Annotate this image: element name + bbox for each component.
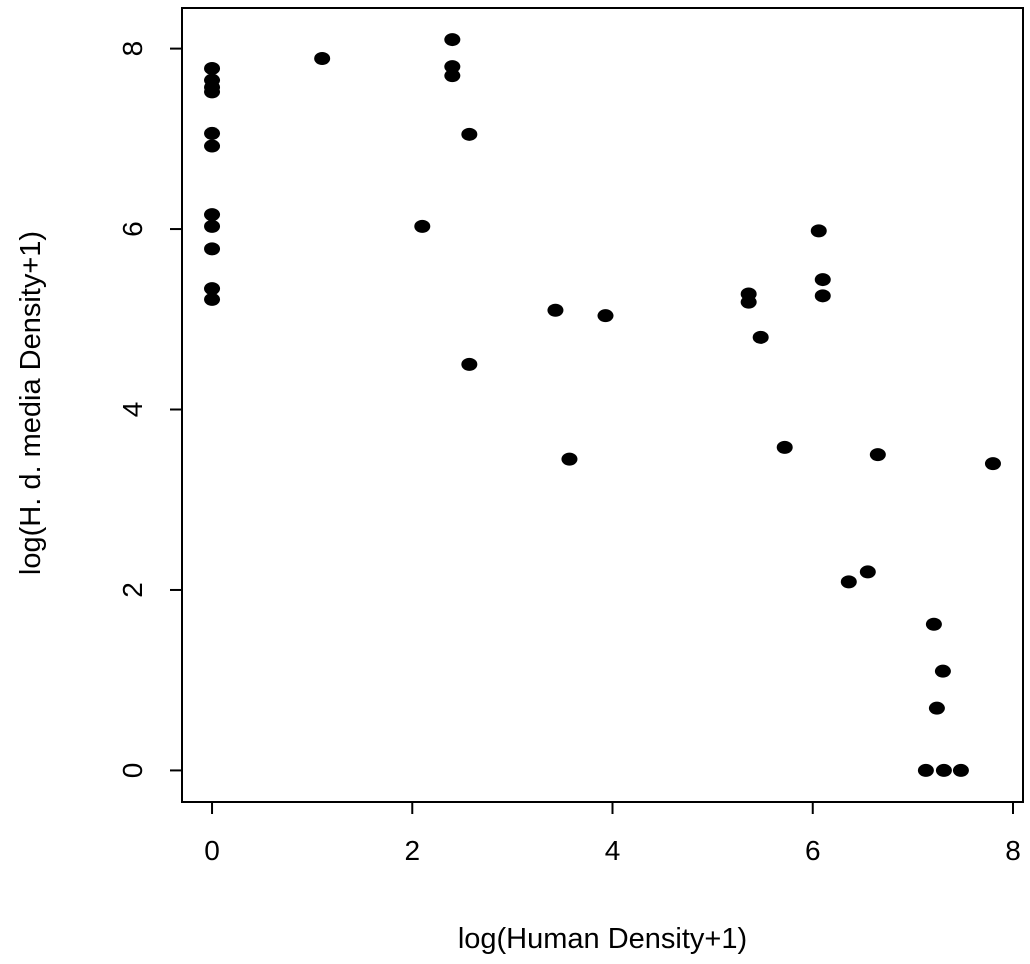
x-tick-label: 8 xyxy=(1005,835,1021,866)
y-tick-label: 6 xyxy=(117,221,148,237)
data-point xyxy=(314,52,331,66)
y-tick-label: 2 xyxy=(117,582,148,598)
plot-frame xyxy=(181,7,1024,803)
y-tick-label: 0 xyxy=(117,763,148,779)
data-point xyxy=(444,60,461,74)
y-tick-label: 4 xyxy=(117,402,148,418)
data-point xyxy=(935,763,952,777)
data-point xyxy=(869,448,886,462)
data-point xyxy=(461,127,478,141)
data-point xyxy=(204,292,221,306)
x-tick-label: 0 xyxy=(204,835,220,866)
y-axis: 0 2 4 6 8 xyxy=(117,41,182,778)
data-point xyxy=(204,126,221,140)
y-tick-label: 8 xyxy=(117,41,148,57)
data-point xyxy=(444,33,461,47)
data-point xyxy=(925,617,942,631)
data-point xyxy=(928,701,945,715)
data-point xyxy=(752,330,769,344)
data-point xyxy=(840,575,857,589)
data-point xyxy=(814,273,831,287)
data-point xyxy=(204,282,221,296)
data-point xyxy=(204,61,221,75)
data-point xyxy=(952,763,969,777)
data-point xyxy=(740,295,757,309)
data-point xyxy=(204,219,221,233)
x-tick-label: 2 xyxy=(404,835,420,866)
data-point xyxy=(461,357,478,371)
data-points xyxy=(204,33,1001,777)
data-point xyxy=(814,289,831,303)
data-point xyxy=(204,139,221,153)
data-point xyxy=(444,69,461,83)
data-point xyxy=(917,763,934,777)
x-tick-label: 4 xyxy=(605,835,621,866)
data-point xyxy=(934,664,951,678)
data-point xyxy=(204,208,221,222)
x-axis: 0 2 4 6 8 xyxy=(204,802,1021,866)
data-point xyxy=(984,457,1001,471)
data-point xyxy=(414,219,431,233)
data-point xyxy=(776,440,793,454)
data-point xyxy=(859,565,876,579)
y-axis-title: log(H. d. media Density+1) xyxy=(15,231,47,575)
data-point xyxy=(204,85,221,99)
data-point xyxy=(561,452,578,466)
data-point xyxy=(204,242,221,256)
x-axis-title: log(Human Density+1) xyxy=(458,923,747,955)
data-point xyxy=(547,303,564,317)
data-point xyxy=(597,309,614,323)
data-point xyxy=(810,224,827,238)
x-tick-label: 6 xyxy=(805,835,821,866)
